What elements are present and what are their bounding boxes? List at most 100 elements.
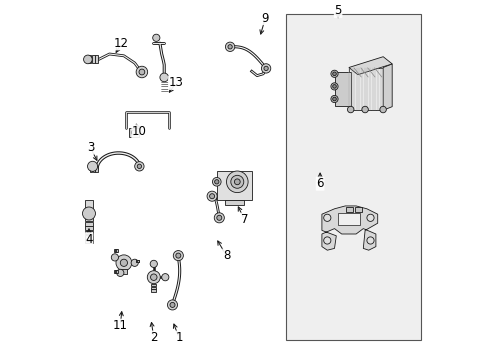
Circle shape <box>167 300 177 310</box>
Bar <box>115 270 117 273</box>
Bar <box>114 249 116 252</box>
Bar <box>85 218 92 221</box>
Bar <box>89 166 92 172</box>
Polygon shape <box>321 206 377 250</box>
Text: 6: 6 <box>316 177 323 190</box>
Circle shape <box>160 73 168 82</box>
Bar <box>224 200 244 205</box>
Circle shape <box>366 214 373 221</box>
Polygon shape <box>348 57 391 75</box>
Bar <box>151 284 156 286</box>
Bar <box>346 207 352 212</box>
Circle shape <box>230 175 244 188</box>
Circle shape <box>150 274 157 280</box>
Bar <box>151 287 156 289</box>
Bar <box>92 166 95 172</box>
Text: 1: 1 <box>175 331 183 344</box>
Circle shape <box>225 42 234 51</box>
Circle shape <box>162 274 168 281</box>
Bar <box>135 260 138 262</box>
Text: 13: 13 <box>168 76 183 89</box>
Bar <box>88 55 91 63</box>
Circle shape <box>134 162 144 171</box>
Circle shape <box>139 69 144 75</box>
Text: 9: 9 <box>261 12 268 24</box>
Circle shape <box>152 34 160 41</box>
Circle shape <box>87 161 98 171</box>
Circle shape <box>206 191 217 201</box>
Circle shape <box>216 215 222 220</box>
Bar <box>84 200 93 210</box>
Circle shape <box>173 251 183 261</box>
Bar <box>115 249 117 252</box>
Circle shape <box>120 259 127 266</box>
Bar <box>115 249 118 252</box>
Circle shape <box>330 83 337 90</box>
Bar <box>95 55 98 63</box>
Bar <box>355 207 361 212</box>
Bar <box>92 55 95 63</box>
Text: 12: 12 <box>114 37 129 50</box>
Bar <box>217 171 251 200</box>
Circle shape <box>330 95 337 103</box>
Circle shape <box>366 237 373 244</box>
Circle shape <box>212 177 221 186</box>
Circle shape <box>150 260 157 267</box>
Bar <box>121 269 126 274</box>
Circle shape <box>379 106 386 113</box>
Circle shape <box>83 55 92 64</box>
Bar <box>136 260 138 262</box>
Polygon shape <box>337 213 359 225</box>
Circle shape <box>137 164 141 168</box>
Circle shape <box>347 106 353 113</box>
Circle shape <box>209 194 214 199</box>
Text: 10: 10 <box>132 125 146 138</box>
Bar <box>137 260 139 262</box>
Circle shape <box>214 180 219 184</box>
Circle shape <box>226 171 247 193</box>
Circle shape <box>323 214 330 221</box>
Circle shape <box>214 213 224 223</box>
Text: 11: 11 <box>113 319 127 332</box>
Circle shape <box>361 106 367 113</box>
Text: 7: 7 <box>240 213 248 226</box>
Bar <box>85 222 92 226</box>
Bar <box>285 14 420 340</box>
Text: 5: 5 <box>334 4 341 17</box>
Circle shape <box>116 255 132 271</box>
Circle shape <box>227 45 232 49</box>
Circle shape <box>330 70 337 77</box>
Text: 3: 3 <box>86 141 94 154</box>
Text: 4: 4 <box>85 233 93 246</box>
Bar <box>95 166 98 172</box>
Circle shape <box>332 85 336 88</box>
Bar <box>85 239 92 243</box>
Circle shape <box>332 97 336 101</box>
Circle shape <box>234 179 240 185</box>
Circle shape <box>131 130 136 135</box>
Bar <box>85 231 92 234</box>
Bar <box>114 270 116 273</box>
Bar <box>128 128 139 137</box>
Circle shape <box>82 207 95 220</box>
Polygon shape <box>383 64 391 110</box>
Circle shape <box>147 271 160 284</box>
Bar <box>115 270 118 273</box>
Polygon shape <box>348 68 383 110</box>
Circle shape <box>170 302 175 307</box>
Bar <box>334 72 350 106</box>
Circle shape <box>117 269 123 276</box>
Circle shape <box>176 253 181 258</box>
Circle shape <box>264 66 268 71</box>
Circle shape <box>261 64 270 73</box>
Text: 2: 2 <box>150 331 157 344</box>
Circle shape <box>323 237 330 244</box>
Text: 8: 8 <box>223 249 230 262</box>
Bar <box>85 235 92 239</box>
Circle shape <box>136 66 147 78</box>
Bar <box>151 289 156 292</box>
Bar <box>85 226 92 230</box>
Circle shape <box>111 254 118 261</box>
Circle shape <box>332 72 336 76</box>
Circle shape <box>131 259 138 266</box>
